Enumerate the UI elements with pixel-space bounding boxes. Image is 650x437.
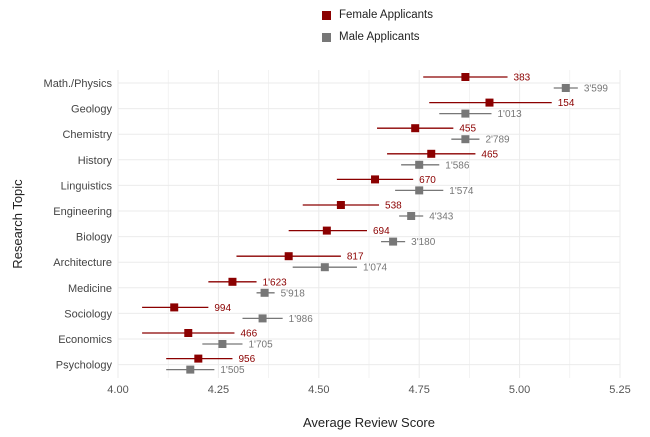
male-point: [389, 237, 398, 246]
female-point: [461, 73, 470, 81]
legend-label-female: Female Applicants: [339, 9, 433, 21]
female-count-label: 694: [373, 226, 390, 237]
male-count-label: 1'074: [363, 263, 388, 274]
female-count-label: 817: [347, 252, 364, 263]
female-count-label: 466: [240, 329, 257, 340]
male-count-label: 1'705: [248, 340, 273, 351]
male-count-label: 3'180: [411, 237, 436, 248]
female-count-label: 1'623: [263, 277, 288, 288]
male-count-label: 1'586: [445, 160, 470, 171]
x-tick-label: 4.25: [208, 384, 229, 396]
female-count-label: 670: [419, 175, 436, 186]
female-point: [485, 98, 494, 107]
y-tick-label: Linguistics: [61, 180, 113, 192]
male-count-label: 1'505: [220, 365, 245, 376]
legend-item-male: Male Applicants: [322, 26, 433, 48]
female-count-label: 538: [385, 201, 402, 212]
x-tick-label: 5.00: [509, 384, 530, 396]
y-tick-label: Engineering: [53, 206, 112, 218]
female-point: [228, 277, 237, 286]
y-tick-label: Math./Physics: [44, 78, 113, 90]
male-point: [407, 212, 416, 220]
y-tick-label: Psychology: [56, 360, 113, 372]
male-point: [461, 135, 470, 144]
male-point: [186, 365, 195, 374]
legend-swatch-male: [322, 32, 331, 42]
y-tick-label: Geology: [71, 104, 112, 116]
female-point: [427, 149, 436, 158]
male-count-label: 2'789: [485, 135, 510, 146]
female-point: [170, 303, 179, 312]
y-tick-label: Medicine: [68, 283, 112, 295]
y-tick-label: Chemistry: [62, 129, 112, 141]
female-point: [322, 226, 331, 235]
male-count-label: 1'013: [497, 109, 522, 120]
y-axis-title: Research Topic: [10, 179, 25, 269]
x-tick-label: 5.25: [609, 384, 630, 396]
legend-label-male: Male Applicants: [339, 31, 420, 43]
male-point: [260, 288, 269, 297]
male-count-label: 3'599: [584, 84, 609, 95]
female-point: [336, 201, 345, 209]
female-point: [284, 252, 293, 261]
x-tick-label: 4.50: [308, 384, 329, 396]
female-count-label: 455: [459, 124, 476, 135]
female-count-label: 465: [481, 149, 498, 160]
male-point: [415, 160, 424, 169]
male-point: [320, 263, 329, 272]
legend-swatch-female: [322, 10, 331, 20]
y-tick-label: Sociology: [64, 308, 112, 320]
female-count-label: 154: [558, 98, 575, 109]
male-point: [461, 109, 470, 118]
female-point: [411, 124, 420, 133]
y-tick-label: Architecture: [53, 257, 112, 269]
male-count-label: 1'986: [289, 314, 314, 325]
female-count-label: 383: [514, 73, 531, 84]
legend-item-female: Female Applicants: [322, 4, 433, 26]
x-tick-label: 4.75: [408, 384, 429, 396]
y-tick-label: History: [78, 155, 113, 167]
legend: Female Applicants Male Applicants: [322, 4, 433, 48]
male-point: [258, 314, 267, 323]
x-tick-label: 4.00: [107, 384, 128, 396]
male-point: [218, 340, 227, 348]
male-count-label: 5'918: [281, 288, 306, 299]
y-tick-label: Biology: [76, 232, 113, 244]
male-count-label: 1'574: [449, 186, 474, 197]
female-point: [184, 329, 193, 337]
x-axis-title: Average Review Score: [303, 415, 435, 430]
female-point: [371, 175, 380, 184]
female-count-label: 994: [214, 303, 231, 314]
male-point: [415, 186, 424, 195]
male-count-label: 4'343: [429, 212, 454, 223]
male-point: [561, 84, 570, 92]
female-point: [194, 354, 203, 363]
female-count-label: 956: [238, 354, 255, 365]
y-tick-label: Economics: [58, 334, 112, 346]
